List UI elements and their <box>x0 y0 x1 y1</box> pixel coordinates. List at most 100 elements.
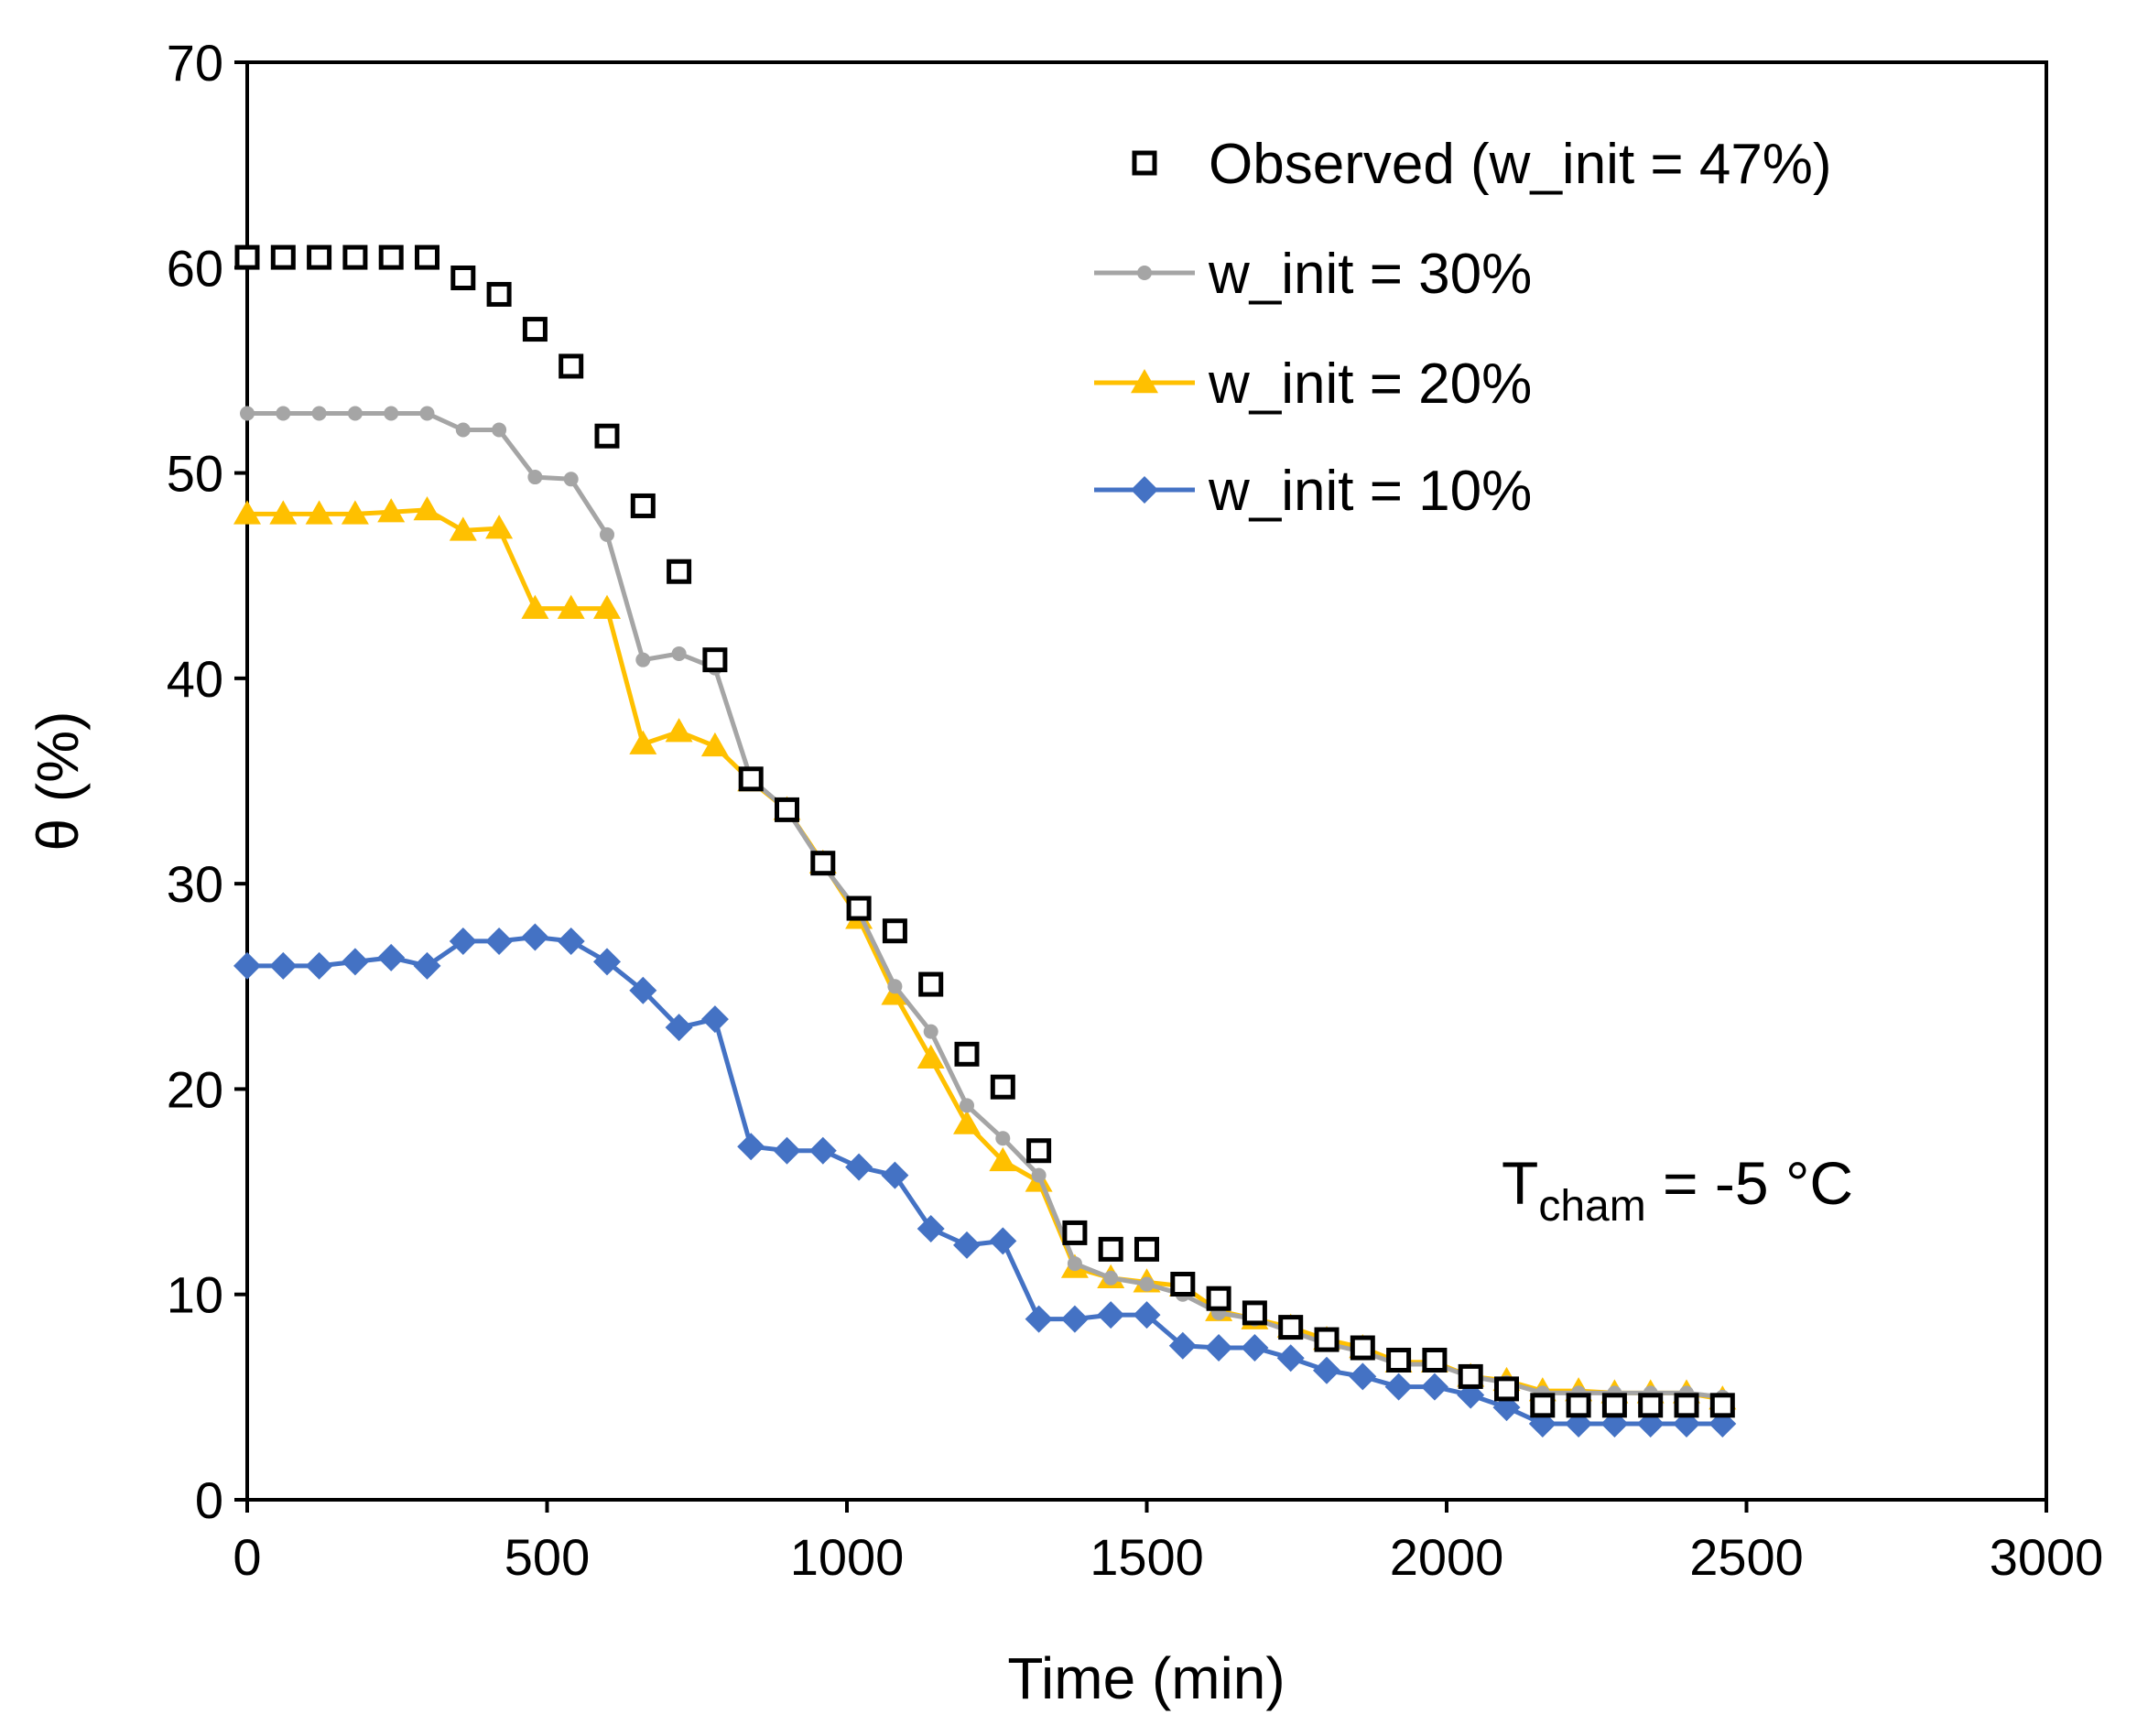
observed-point <box>594 423 620 449</box>
observed-point <box>1458 1363 1483 1389</box>
w10-point <box>485 927 514 955</box>
w30-point <box>347 406 363 421</box>
observed-point <box>559 353 584 379</box>
x-tick-label: 1000 <box>790 1528 905 1586</box>
w30-point <box>1103 1270 1119 1286</box>
w10-point <box>1133 1301 1161 1329</box>
w30-point <box>455 422 471 438</box>
observed-point <box>342 244 368 270</box>
w30-point <box>240 406 255 421</box>
w20-point <box>557 594 585 619</box>
w20-point <box>449 516 477 541</box>
w10-point <box>413 951 441 980</box>
w30-point <box>635 652 651 667</box>
w30-point <box>1031 1167 1047 1183</box>
x-tick-label: 500 <box>504 1528 590 1586</box>
w10-point <box>700 1005 729 1034</box>
w10-point <box>593 948 621 976</box>
w20-point <box>377 498 406 523</box>
annotation-main: T <box>1502 1149 1538 1217</box>
w30-point <box>419 406 435 421</box>
w30-point <box>600 526 614 542</box>
w10-point <box>881 1161 909 1189</box>
w10-point <box>665 1014 693 1042</box>
y-tick-label: 20 <box>167 1060 223 1118</box>
w10-point <box>737 1133 765 1161</box>
observed-point <box>1674 1393 1699 1418</box>
observed-point <box>1278 1315 1304 1340</box>
observed-point <box>1170 1272 1196 1297</box>
observed-point <box>1638 1393 1664 1418</box>
w10-point <box>629 976 657 1004</box>
w30-point <box>311 406 327 421</box>
legend-label: w_init = 10% <box>1208 460 1532 523</box>
observed-point <box>1350 1335 1375 1361</box>
w30-point <box>563 472 579 487</box>
w10-point <box>269 951 298 980</box>
y-tick-label: 50 <box>167 445 223 503</box>
observed-point <box>1242 1300 1267 1326</box>
w10-point <box>1241 1334 1269 1362</box>
observed-point <box>954 1041 980 1067</box>
x-tick-label: 2500 <box>1689 1528 1804 1586</box>
observed-point <box>846 895 872 921</box>
w10-point <box>808 1136 837 1165</box>
annotation-rest: = -5 °C <box>1646 1149 1853 1217</box>
w20-point <box>413 495 441 521</box>
w30-point <box>384 406 399 421</box>
w20-point <box>485 515 514 539</box>
y-tick-label: 40 <box>167 650 223 708</box>
observed-point <box>738 766 764 792</box>
observed-point <box>775 797 799 822</box>
w20-point <box>700 732 729 757</box>
w10-point <box>341 948 369 976</box>
observed-point <box>1062 1220 1088 1245</box>
w10-point <box>557 927 585 955</box>
legend-item: w_init = 30% <box>1094 243 1532 306</box>
w20-point <box>1131 369 1158 394</box>
legend-item: w_init = 10% <box>1094 460 1532 523</box>
y-axis-title: θ (%) <box>25 711 91 852</box>
legend-label: w_init = 30% <box>1208 243 1532 306</box>
x-axis-title: Time (min) <box>1007 1645 1285 1711</box>
observed-point <box>1134 1236 1159 1262</box>
observed-point <box>1709 1393 1735 1418</box>
w30-point <box>671 646 687 661</box>
observed-point <box>1601 1393 1627 1418</box>
observed-point <box>270 244 296 270</box>
w30-point <box>923 1024 938 1039</box>
w10-point <box>1168 1331 1197 1360</box>
w30-point <box>1067 1256 1082 1272</box>
observed-point <box>702 647 728 673</box>
w20-point <box>989 1146 1017 1172</box>
w30-point <box>492 422 507 438</box>
observed-point <box>234 244 260 270</box>
annotation-subscript: cham <box>1538 1182 1645 1231</box>
y-tick-label: 10 <box>167 1266 223 1324</box>
legend-item: w_init = 20% <box>1094 353 1532 416</box>
w10-point <box>1025 1305 1053 1333</box>
observed-point <box>1026 1138 1052 1164</box>
w10-point <box>1097 1301 1125 1329</box>
observed-point <box>1530 1393 1556 1418</box>
w10-point <box>1420 1373 1448 1401</box>
observed-point <box>1494 1376 1519 1402</box>
w10-point <box>953 1231 981 1259</box>
w10-point <box>1313 1356 1340 1384</box>
observed-point <box>630 493 656 518</box>
w10-point <box>305 951 333 980</box>
y-tick-label: 30 <box>167 855 223 913</box>
w10-point <box>521 923 549 951</box>
observed-point <box>378 244 404 270</box>
x-tick-label: 0 <box>233 1528 261 1586</box>
w20-point <box>917 1044 945 1069</box>
observed-point <box>1422 1347 1448 1373</box>
y-tick-label: 60 <box>167 239 223 297</box>
w30-point <box>276 406 291 421</box>
observed-point <box>1098 1236 1123 1262</box>
observed-point <box>415 244 439 270</box>
legend-label: w_init = 20% <box>1208 353 1532 416</box>
x-tick-label: 3000 <box>1990 1528 2104 1586</box>
series-layer <box>233 244 1737 1438</box>
